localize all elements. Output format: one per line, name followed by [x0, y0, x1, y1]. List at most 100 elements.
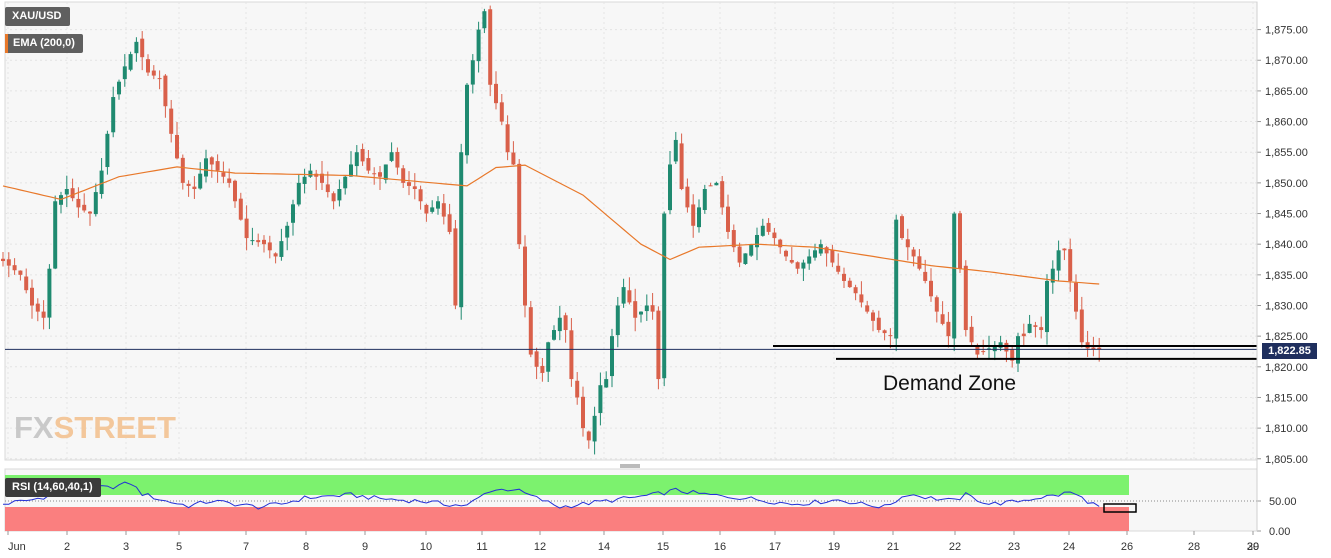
candle-body — [865, 305, 870, 312]
candle-body — [801, 262, 806, 269]
x-tick-label: 22 — [949, 541, 961, 553]
y-tick-label: 1,820.00 — [1265, 362, 1308, 374]
candle-body — [627, 290, 632, 303]
candle-body — [192, 186, 197, 190]
candle-body — [470, 60, 475, 85]
candle-body — [702, 189, 707, 210]
candle-body — [900, 216, 904, 239]
x-tick-label: 5 — [176, 541, 182, 553]
y-tick-label: 1,860.00 — [1265, 117, 1308, 129]
candle-body — [70, 188, 75, 199]
candle-body — [836, 265, 841, 272]
x-tick-label: 3 — [123, 541, 129, 553]
symbol-badge[interactable]: XAU/USD — [5, 7, 70, 26]
candle-body — [789, 259, 794, 263]
candle-body — [818, 244, 823, 254]
candle-body — [934, 297, 939, 312]
candle-body — [784, 250, 788, 257]
candle-body — [360, 148, 365, 162]
candle-body — [140, 38, 145, 58]
candle-body — [592, 415, 597, 442]
candle-body — [343, 176, 348, 189]
candle-body — [325, 184, 330, 193]
candle-body — [557, 317, 562, 332]
y-tick-label: 1,865.00 — [1265, 86, 1308, 98]
candle-body — [731, 230, 736, 248]
candle-body — [244, 218, 249, 239]
rsi-last-box — [1103, 503, 1137, 513]
candle-body — [157, 78, 162, 80]
candle-body — [963, 265, 968, 331]
rsi-badge[interactable]: RSI (14,60,40,1) — [5, 478, 101, 497]
candle-body — [650, 305, 655, 312]
candle-body — [755, 234, 759, 248]
candle-body — [430, 207, 435, 212]
x-tick-label: 11 — [476, 541, 487, 553]
y-tick-label: 1,855.00 — [1265, 147, 1308, 159]
y-tick-label: 1,815.00 — [1265, 392, 1308, 404]
candle-body — [215, 161, 220, 171]
candle-body — [24, 276, 29, 291]
candle-body — [302, 176, 307, 184]
rsi-label: RSI (14,60,40,1) — [12, 481, 93, 493]
candle-body — [146, 59, 150, 73]
candle-body — [876, 317, 881, 331]
candle-body — [262, 239, 266, 245]
candle-body — [291, 204, 295, 223]
candle-body — [847, 280, 852, 288]
candle-body — [992, 345, 997, 352]
candle-body — [929, 280, 933, 297]
candle-body — [221, 172, 226, 177]
candle-body — [830, 249, 835, 263]
candle-body — [668, 164, 672, 211]
candle-body — [175, 134, 179, 159]
candle-body — [569, 330, 574, 380]
y-tick-label: 1,840.00 — [1265, 239, 1308, 251]
candle-body — [447, 214, 452, 232]
candle-body — [528, 307, 533, 355]
y-tick-label: 1,810.00 — [1265, 423, 1308, 435]
candle-body — [1091, 347, 1096, 350]
candle-body — [1021, 333, 1026, 337]
ema-label: EMA (200,0) — [13, 37, 75, 49]
candle-body — [552, 330, 556, 340]
rsi-y-tick-label: 0.00 — [1269, 526, 1290, 538]
candle-body — [53, 201, 58, 269]
candle-body — [1033, 325, 1038, 327]
candle-body — [105, 133, 110, 168]
candle-body — [708, 185, 713, 187]
ema-badge[interactable]: EMA (200,0) — [5, 34, 83, 53]
candle-body — [981, 351, 986, 353]
rsi-y-tick-label: 50.00 — [1269, 496, 1297, 508]
candle-body — [82, 204, 87, 211]
candle-body — [227, 178, 232, 183]
candle-body — [117, 81, 121, 95]
candle-body — [894, 219, 899, 339]
candle-body — [656, 310, 661, 380]
candle-body — [940, 314, 945, 324]
candle-body — [1027, 323, 1032, 333]
candle-body — [93, 192, 98, 215]
candle-body — [517, 163, 522, 245]
candle-body — [88, 211, 92, 214]
candle-body — [673, 139, 678, 162]
x-tick-label: 23 — [1008, 541, 1020, 553]
candle-body — [1062, 248, 1067, 251]
candle-body — [198, 173, 203, 189]
x-tick-label: 14 — [598, 541, 610, 553]
candle-body — [18, 270, 23, 275]
candle-body — [853, 287, 858, 294]
candle-body — [662, 213, 667, 379]
candle-body — [691, 204, 696, 226]
x-tick-label: 8 — [303, 541, 309, 553]
x-tick-label: 17 — [769, 541, 781, 553]
candle-body — [610, 336, 614, 377]
candle-body — [412, 186, 417, 190]
candle-body — [273, 253, 278, 257]
candle-body — [163, 75, 168, 107]
x-tick-label: 29 — [1247, 541, 1259, 553]
candle-body — [47, 268, 52, 318]
x-tick-label: 19 — [828, 541, 840, 553]
candle-body — [760, 225, 765, 236]
candle-body — [766, 222, 771, 232]
